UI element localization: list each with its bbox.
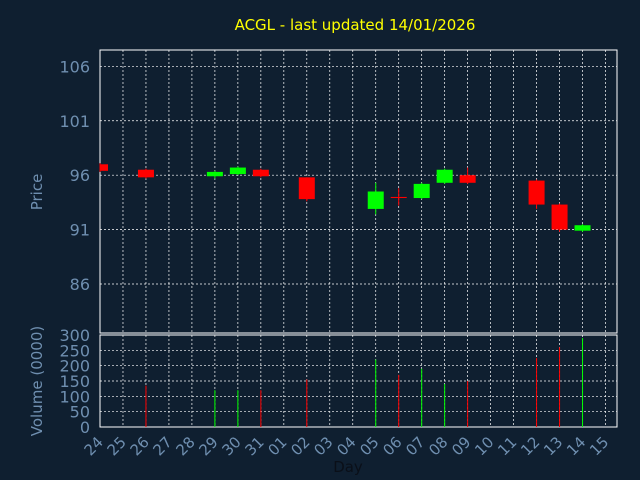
- volume-tick-label: 50: [70, 403, 90, 422]
- price-axis-label: Price: [28, 174, 46, 211]
- candle-body: [459, 175, 476, 183]
- price-panel-frame: [99, 49, 618, 334]
- price-tick-label: 86: [70, 275, 90, 294]
- candle-body: [390, 196, 407, 199]
- volume-tick-label: 300: [59, 326, 90, 345]
- volume-tick-label: 100: [59, 387, 90, 406]
- volume-tick-label: 0: [80, 418, 90, 437]
- candle-body: [436, 169, 453, 183]
- x-axis-label: Day: [333, 458, 363, 476]
- candle-body: [551, 204, 568, 230]
- price-tick-label: 106: [59, 57, 90, 76]
- price-tick-label: 101: [59, 112, 90, 131]
- volume-axis-label: Volume (0000): [28, 326, 46, 436]
- price-panel: 106 101 96 91 86: [59, 49, 618, 334]
- volume-tick-label: 250: [59, 341, 90, 360]
- x-axis: 2425262728293031010203040506070809101112…: [81, 433, 613, 459]
- candle-body: [413, 183, 430, 199]
- chart-title: ACGL - last updated 14/01/2026: [235, 16, 476, 34]
- candle-body: [252, 169, 269, 177]
- candle-body: [367, 191, 384, 209]
- price-tick-label: 96: [70, 166, 90, 185]
- candle-body: [574, 225, 591, 231]
- candle-body: [137, 169, 154, 178]
- volume-tick-label: 150: [59, 372, 90, 391]
- candle-body: [528, 180, 545, 205]
- candle-body: [229, 167, 246, 175]
- candle-body: [100, 164, 108, 171]
- price-tick-label: 91: [70, 221, 90, 240]
- candle-body: [298, 177, 315, 200]
- volume-tick-label: 200: [59, 357, 90, 376]
- candle-body: [206, 171, 223, 177]
